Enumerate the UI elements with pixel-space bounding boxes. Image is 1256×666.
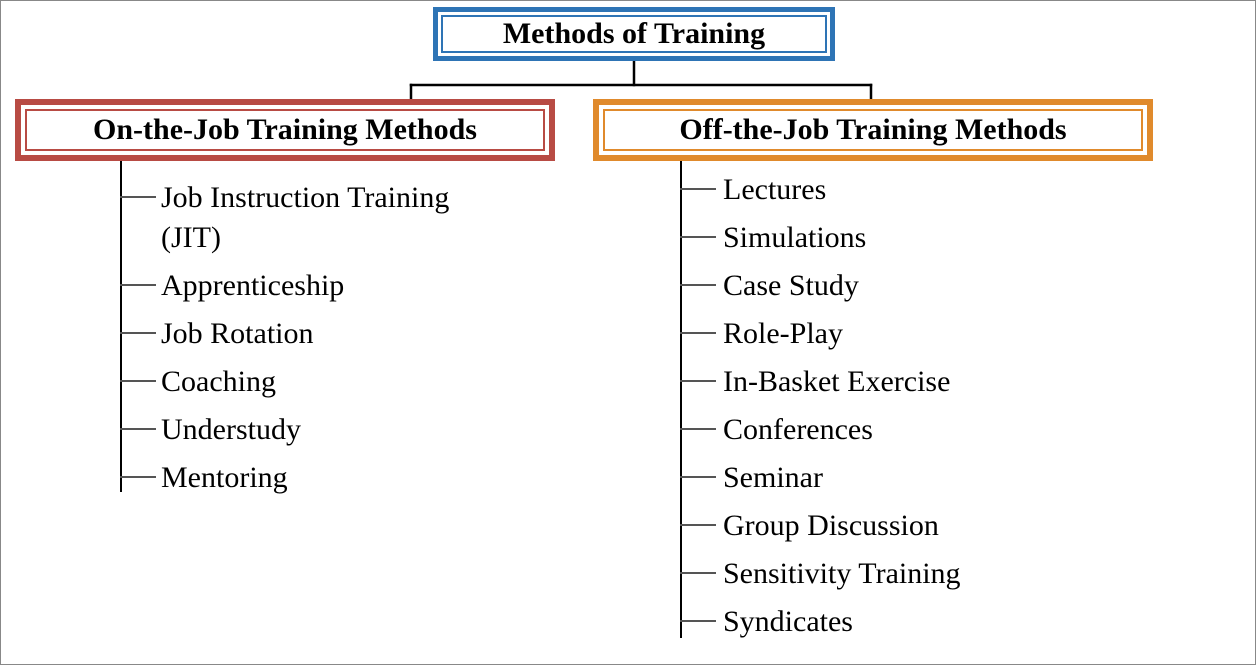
list-item: Syndicates <box>723 602 853 642</box>
list-item-label: In-Basket Exercise <box>723 362 950 402</box>
list-item-label: Role-Play <box>723 314 843 354</box>
list-item-label: Case Study <box>723 266 859 306</box>
branch-node-on-the-job: On-the-Job Training Methods <box>15 99 555 161</box>
list-item: Job Rotation <box>161 314 314 354</box>
list-item: Coaching <box>161 362 276 402</box>
list-item-label: Job Instruction Training (JIT) <box>161 178 449 258</box>
root-node-label: Methods of Training <box>503 17 765 51</box>
list-item: Apprenticeship <box>161 266 344 306</box>
list-item-label: Apprenticeship <box>161 266 344 306</box>
list-item-label: Syndicates <box>723 602 853 642</box>
list-item-label: Sensitivity Training <box>723 554 961 594</box>
list-item-label: Coaching <box>161 362 276 402</box>
list-item: Simulations <box>723 218 866 258</box>
root-node-inner: Methods of Training <box>441 15 827 53</box>
list-item: Job Instruction Training (JIT) <box>161 178 449 258</box>
branch-node-on-the-job-label: On-the-Job Training Methods <box>93 113 477 147</box>
branch-node-off-the-job-label: Off-the-Job Training Methods <box>679 113 1066 147</box>
list-item-label: Conferences <box>723 410 873 450</box>
list-item: Mentoring <box>161 458 288 498</box>
list-item: Sensitivity Training <box>723 554 961 594</box>
branch-node-off-the-job: Off-the-Job Training Methods <box>593 99 1153 161</box>
list-item-label: Group Discussion <box>723 506 939 546</box>
list-item-label: Simulations <box>723 218 866 258</box>
list-item: Seminar <box>723 458 823 498</box>
list-item: Understudy <box>161 410 301 450</box>
list-item-label: Job Rotation <box>161 314 314 354</box>
list-item-label: Lectures <box>723 170 826 210</box>
list-item: Lectures <box>723 170 826 210</box>
list-item: Group Discussion <box>723 506 939 546</box>
branch-node-off-the-job-inner: Off-the-Job Training Methods <box>603 109 1143 151</box>
root-node: Methods of Training <box>433 7 835 61</box>
list-item: Role-Play <box>723 314 843 354</box>
list-item-label: Mentoring <box>161 458 288 498</box>
branch-node-on-the-job-inner: On-the-Job Training Methods <box>25 109 545 151</box>
list-item: Conferences <box>723 410 873 450</box>
list-item: In-Basket Exercise <box>723 362 950 402</box>
list-item-label: Understudy <box>161 410 301 450</box>
list-item-label: Seminar <box>723 458 823 498</box>
list-item: Case Study <box>723 266 859 306</box>
